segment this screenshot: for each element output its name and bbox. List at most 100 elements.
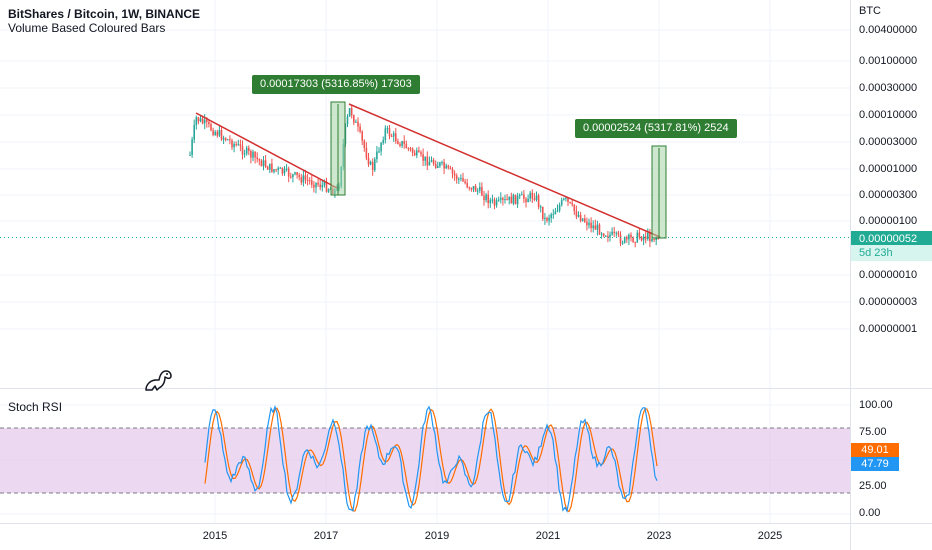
- candle-body: [306, 179, 309, 181]
- measure-label-1[interactable]: 0.00017303 (5316.85%) 17303: [252, 75, 420, 94]
- candle-body: [233, 144, 235, 148]
- candle-body: [472, 185, 475, 190]
- candle-body: [420, 152, 422, 155]
- candle-body: [409, 148, 412, 150]
- candle-body: [426, 156, 429, 166]
- candle-body: [466, 183, 468, 188]
- time-axis-label: 2021: [535, 530, 561, 542]
- candle-body: [395, 133, 397, 142]
- candle-body: [518, 194, 521, 197]
- candle-body: [546, 217, 548, 221]
- stoch-axis-label: 0.00: [859, 507, 881, 519]
- candle-body: [405, 143, 408, 149]
- candle-body: [548, 217, 550, 221]
- candle-body: [325, 181, 328, 192]
- candle-body: [416, 150, 418, 156]
- candle-body: [479, 187, 481, 191]
- candle-body: [422, 154, 424, 161]
- candle-body: [600, 233, 603, 235]
- candle-body: [590, 222, 592, 229]
- candle-body: [455, 175, 458, 180]
- candle-body: [315, 182, 317, 188]
- candle-body: [476, 190, 479, 192]
- price-label: 0.00400000: [859, 24, 918, 36]
- candle-body: [218, 130, 221, 136]
- symbol-title[interactable]: BitShares / Bitcoin, 1W, BINANCE: [8, 7, 201, 21]
- candle-body: [281, 167, 284, 174]
- candle-body: [611, 231, 613, 235]
- candle-body: [224, 138, 227, 140]
- candle-body: [573, 204, 576, 212]
- candle-body: [231, 140, 233, 148]
- candle-body: [235, 144, 237, 146]
- measure-label-2[interactable]: 0.00002524 (5317.81%) 2524: [575, 119, 737, 138]
- candle-body: [220, 130, 223, 140]
- candle-body: [252, 151, 254, 158]
- candle-body: [290, 176, 292, 178]
- candle-body: [495, 200, 498, 206]
- candle-body: [403, 141, 405, 144]
- candle-body: [489, 200, 492, 204]
- candle-body: [350, 108, 353, 116]
- candle-body: [615, 232, 618, 234]
- candle-body: [609, 234, 611, 238]
- candle-body: [363, 140, 366, 148]
- time-axis-label: 2017: [313, 530, 339, 542]
- trendline-2[interactable]: [348, 103, 661, 238]
- candle-body: [470, 187, 473, 190]
- candle-body: [382, 140, 384, 143]
- candle-body: [527, 198, 529, 203]
- stoch-axis-label: 100.00: [859, 399, 893, 411]
- candle-body: [619, 234, 622, 244]
- candle-body: [655, 238, 657, 240]
- price-candles: [189, 105, 660, 248]
- candle-body: [630, 234, 632, 238]
- stoch-rsi-title[interactable]: Stoch RSI: [8, 400, 63, 414]
- candle-body: [481, 187, 483, 196]
- candle-body: [460, 178, 462, 180]
- candle-body: [485, 194, 487, 201]
- candle-body: [632, 237, 634, 243]
- candle-body: [657, 238, 660, 240]
- candle-body: [560, 199, 563, 206]
- candle-body: [516, 196, 519, 205]
- candle-body: [558, 205, 561, 211]
- candle-body: [359, 126, 361, 132]
- trendline-1[interactable]: [195, 112, 338, 189]
- candle-body: [605, 235, 607, 237]
- candle-body: [552, 214, 555, 216]
- candle-body: [418, 150, 420, 153]
- price-label: 0.00010000: [859, 109, 918, 121]
- candle-body: [273, 169, 275, 172]
- indicator-title[interactable]: Volume Based Coloured Bars: [8, 21, 166, 35]
- candle-body: [189, 154, 191, 156]
- candle-body: [623, 237, 626, 243]
- candle-body: [210, 124, 212, 131]
- candle-body: [554, 211, 557, 215]
- candle-body: [617, 232, 620, 235]
- candle-body: [258, 159, 261, 161]
- candle-body: [399, 143, 401, 146]
- candle-body: [367, 157, 370, 165]
- candle-body: [355, 121, 357, 123]
- candle-body: [525, 198, 527, 203]
- candle-body: [502, 198, 504, 200]
- candle-body: [441, 162, 443, 164]
- candle-body: [504, 199, 506, 201]
- candle-body: [644, 236, 647, 240]
- candle-body: [361, 131, 363, 141]
- price-label: 0.00030000: [859, 82, 918, 94]
- candle-body: [581, 218, 584, 221]
- candle-body: [392, 133, 395, 137]
- candle-body: [437, 166, 439, 168]
- candle-body: [294, 172, 296, 175]
- candle-body: [222, 138, 225, 140]
- candle-body: [458, 178, 460, 180]
- candle-body: [203, 119, 206, 124]
- dinosaur-logo-icon[interactable]: [143, 366, 173, 392]
- candle-body: [512, 194, 515, 204]
- candle-body: [537, 195, 540, 207]
- candle-body: [262, 160, 265, 167]
